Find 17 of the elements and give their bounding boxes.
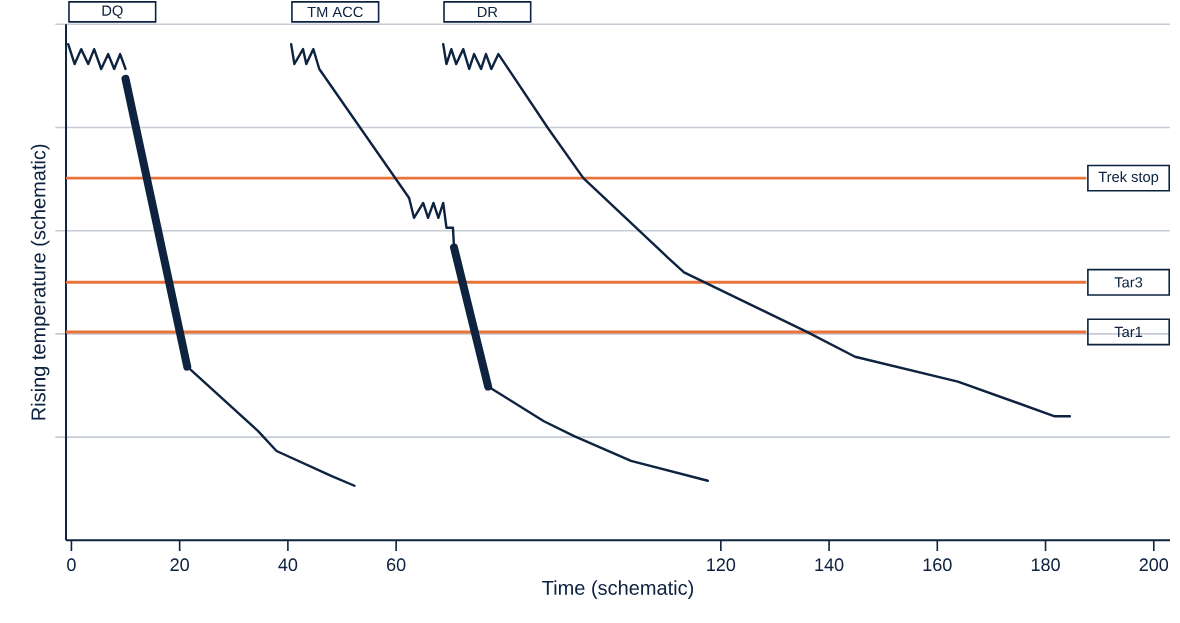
x-tick-label: 160 [923, 558, 952, 572]
x-tick-label: 0 [67, 558, 76, 572]
text: TM ACC [307, 6, 363, 18]
text: DR [477, 6, 498, 17]
x-tick-label: 60 [387, 558, 406, 572]
ref-line-label: Tar3 [1114, 277, 1143, 288]
x-tick-label: 140 [815, 558, 844, 572]
ref-line-label: Trek stop [1098, 171, 1159, 185]
y-axis-title: Rising temperature (schematic) [30, 144, 50, 420]
x-tick-label: 180 [1031, 558, 1060, 572]
x-tick-label: 40 [278, 558, 298, 572]
x-tick-label: 20 [170, 558, 189, 572]
x-axis-title: Time (schematic) [542, 580, 694, 599]
x-tick-label: 200 [1139, 558, 1169, 572]
text: DQ [102, 5, 123, 19]
ref-line-label: Tar1 [1114, 326, 1143, 338]
x-tick-label: 120 [707, 558, 736, 572]
